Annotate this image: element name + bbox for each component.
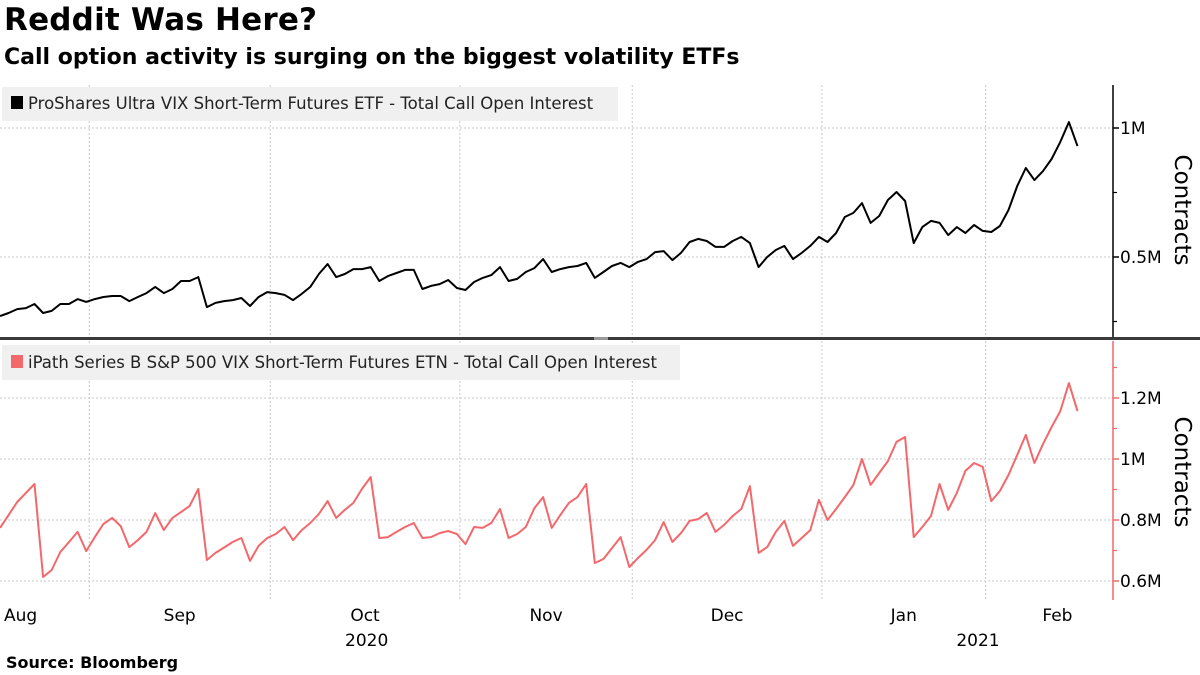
legend-background-top xyxy=(2,87,618,121)
x-tick-label: Sep xyxy=(164,606,196,626)
y-tick-label: 0.8M xyxy=(1120,511,1162,531)
panel-resize-handle[interactable] xyxy=(594,337,608,340)
series-line-ipath-vxx xyxy=(0,382,1079,578)
source-note: Source: Bloomberg xyxy=(6,653,179,672)
y-axis-title-top: Contracts xyxy=(1169,155,1195,266)
chart-subtitle: Call option activity is surging on the b… xyxy=(4,45,740,70)
legend-label-bottom: iPath Series B S&P 500 VIX Short-Term Fu… xyxy=(28,353,657,372)
y-tick-label: 0.5M xyxy=(1120,248,1162,268)
series-line-proshares-uvxy xyxy=(0,121,1079,318)
x-year-label: 2020 xyxy=(345,631,388,651)
x-axis-labels: Aug Sep Oct Nov Dec Jan Feb 2020 2021 xyxy=(4,606,1072,651)
series-lines xyxy=(0,121,1079,578)
chart-title: Reddit Was Here? xyxy=(4,2,318,38)
axes: 1M 0.5M 1.2M 1M 0.8M 0.6M xyxy=(1112,85,1162,600)
x-tick-label: Jan xyxy=(890,606,917,626)
y-axis-title-bottom: Contracts xyxy=(1169,417,1195,528)
gridlines xyxy=(0,85,1113,600)
x-tick-label: Aug xyxy=(4,606,37,626)
legend-swatch-bottom xyxy=(11,355,23,368)
x-year-label: 2021 xyxy=(956,631,999,651)
y-tick-label: 1M xyxy=(1120,450,1145,470)
x-tick-label: Nov xyxy=(529,606,562,626)
x-tick-label: Feb xyxy=(1042,606,1072,626)
y-tick-label: 1.2M xyxy=(1120,389,1162,409)
y-tick-label: 0.6M xyxy=(1120,572,1162,592)
legend-label-top: ProShares Ultra VIX Short-Term Futures E… xyxy=(28,94,594,113)
y-tick-label: 1M xyxy=(1120,119,1145,139)
x-tick-label: Dec xyxy=(711,606,744,626)
x-tick-label: Oct xyxy=(350,606,380,626)
legend-background-bottom xyxy=(2,345,680,380)
legend-swatch-top xyxy=(11,96,23,109)
